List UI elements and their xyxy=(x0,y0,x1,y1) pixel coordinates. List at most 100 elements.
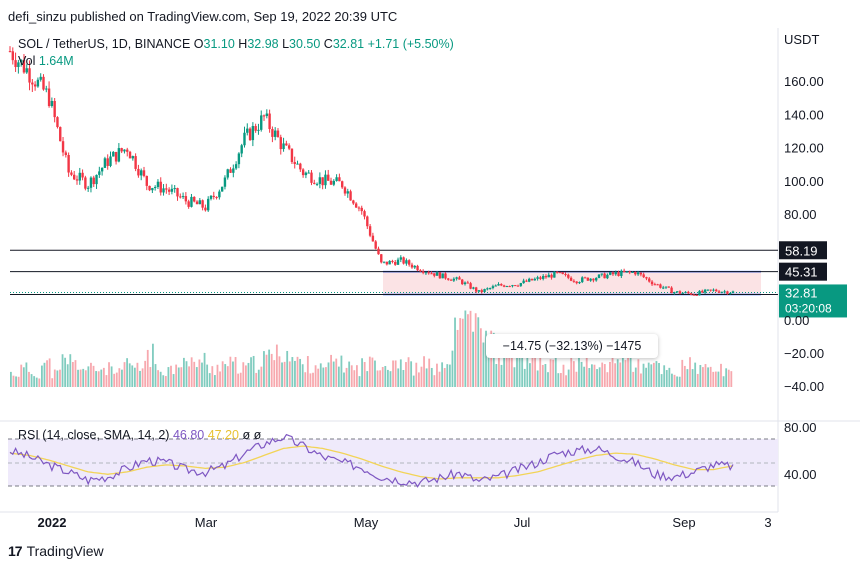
candle-body xyxy=(31,82,34,85)
volume-bar xyxy=(154,364,157,387)
candle-body xyxy=(318,177,322,184)
candle-body xyxy=(567,274,570,278)
publisher-header: defi_sinzu published on TradingView.com,… xyxy=(8,9,398,24)
candle-body xyxy=(181,196,185,198)
volume-bar xyxy=(301,364,304,387)
volume-bar xyxy=(681,359,684,387)
volume-bar xyxy=(371,357,374,387)
candle-body xyxy=(360,207,363,212)
candle-body xyxy=(622,270,626,273)
volume-bar xyxy=(717,371,720,387)
volume-bar xyxy=(510,353,513,387)
volume-bar xyxy=(575,371,578,387)
volume-bar xyxy=(175,364,178,387)
volume-bar xyxy=(482,342,485,387)
volume-bar xyxy=(48,358,51,387)
candle-body xyxy=(530,278,534,281)
candle-body xyxy=(204,207,207,211)
volume-bar xyxy=(69,354,72,387)
volume-bar xyxy=(15,376,17,387)
candle-body xyxy=(606,274,609,279)
volume-bar xyxy=(686,369,689,387)
candle-body xyxy=(701,290,704,293)
candles xyxy=(8,46,735,296)
volume-bar xyxy=(226,366,229,387)
candle-body xyxy=(650,281,654,285)
volume-bar xyxy=(92,365,95,387)
volume-bar xyxy=(526,353,529,387)
volume-bar xyxy=(22,367,25,387)
candle-body xyxy=(86,187,90,189)
candle-body xyxy=(525,280,528,282)
volume-bar xyxy=(498,339,500,387)
candle-body xyxy=(240,145,243,154)
volume-bar xyxy=(244,365,247,387)
volume-bar xyxy=(441,362,444,387)
candle-body xyxy=(148,185,151,191)
volume-bar xyxy=(353,370,356,387)
candle-body xyxy=(424,272,428,274)
volume-bar xyxy=(730,371,733,387)
volume-bar xyxy=(100,369,103,387)
volume-bar xyxy=(386,369,389,387)
candle-body xyxy=(631,272,634,274)
candle-body xyxy=(81,172,84,178)
volume-bar xyxy=(66,364,69,387)
y-axis-title: USDT xyxy=(784,32,819,47)
rsi-legend-value: 46.80 xyxy=(172,428,205,442)
volume-bar xyxy=(671,373,673,387)
volume-bar xyxy=(167,367,170,387)
rsi-legend-label: RSI (14, close, SMA, 14, 2) xyxy=(18,428,170,442)
volume-bar xyxy=(521,354,524,387)
volume-bar xyxy=(415,362,418,387)
volume-bar xyxy=(306,356,309,387)
volume-bar xyxy=(296,356,299,387)
y-tick-label: 120.00 xyxy=(784,141,824,156)
volume-legend-value: 1.64M xyxy=(38,54,74,68)
volume-bar xyxy=(64,357,67,387)
candle-body xyxy=(109,156,112,166)
volume-bar xyxy=(53,369,56,387)
candle-body xyxy=(455,277,458,279)
level-label-bg xyxy=(779,241,827,260)
volume-bar xyxy=(330,354,332,387)
volume-bar xyxy=(668,367,671,387)
volume-bar xyxy=(438,371,441,387)
volume-bar xyxy=(580,361,583,387)
candle-body xyxy=(709,289,712,291)
volume-bar xyxy=(221,361,224,387)
candle-body xyxy=(338,177,341,182)
candle-body xyxy=(516,285,520,287)
candle-body xyxy=(474,287,478,292)
volume-bar xyxy=(585,356,588,387)
volume-bar xyxy=(614,363,617,387)
volume-bar xyxy=(177,367,180,387)
volume-bar xyxy=(105,375,108,387)
candle-body xyxy=(201,200,204,208)
volume-bar xyxy=(603,364,606,387)
volume-bar xyxy=(201,362,203,387)
candle-body xyxy=(22,59,26,73)
candle-body xyxy=(483,289,486,293)
candle-body xyxy=(53,100,56,118)
volume-bar xyxy=(193,361,196,387)
candle-body xyxy=(137,168,140,176)
candle-body xyxy=(374,241,377,249)
candle-body xyxy=(480,290,483,293)
volume-bar xyxy=(146,349,149,387)
candle-body xyxy=(695,294,698,296)
volume-bar xyxy=(428,358,431,387)
volume-bar xyxy=(363,361,366,387)
volume-bar xyxy=(678,376,681,387)
volume-bar xyxy=(216,364,219,387)
volume-bar xyxy=(645,367,648,387)
candle-body xyxy=(232,168,235,173)
volume-bar xyxy=(593,364,596,387)
volume-legend: Vol 1.64M xyxy=(18,54,74,68)
candle-body xyxy=(248,128,252,141)
volume-bar xyxy=(286,350,289,387)
volume-bar xyxy=(611,349,614,387)
volume-bar xyxy=(17,376,20,387)
candle-body xyxy=(628,271,631,273)
